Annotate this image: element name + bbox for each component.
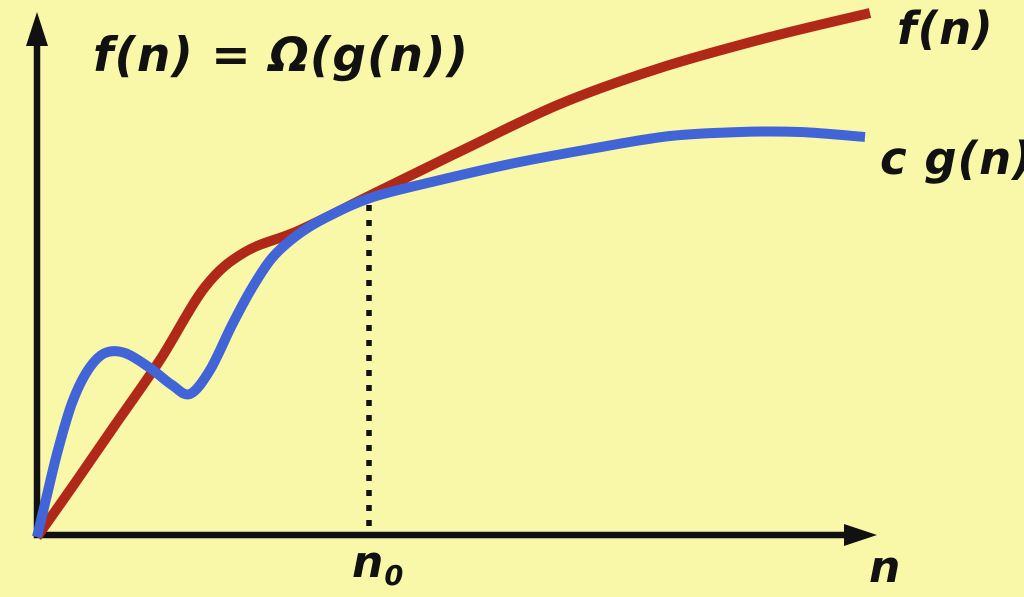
n0-subscript: 0 <box>384 561 404 593</box>
n0-base: n <box>352 537 385 588</box>
n0-tick-label: n0 <box>352 541 404 593</box>
y-axis-arrowhead-icon <box>26 12 48 46</box>
cg-curve-label: c g(n) <box>880 132 1024 185</box>
x-axis-label: n <box>869 542 902 593</box>
cg-curve <box>32 126 866 539</box>
f-curve-label: f(n) <box>897 2 994 55</box>
figure-title: f(n) = Ω(g(n)) <box>93 28 469 83</box>
x-axis-arrowhead-icon <box>844 524 877 546</box>
f-curve <box>32 8 872 540</box>
